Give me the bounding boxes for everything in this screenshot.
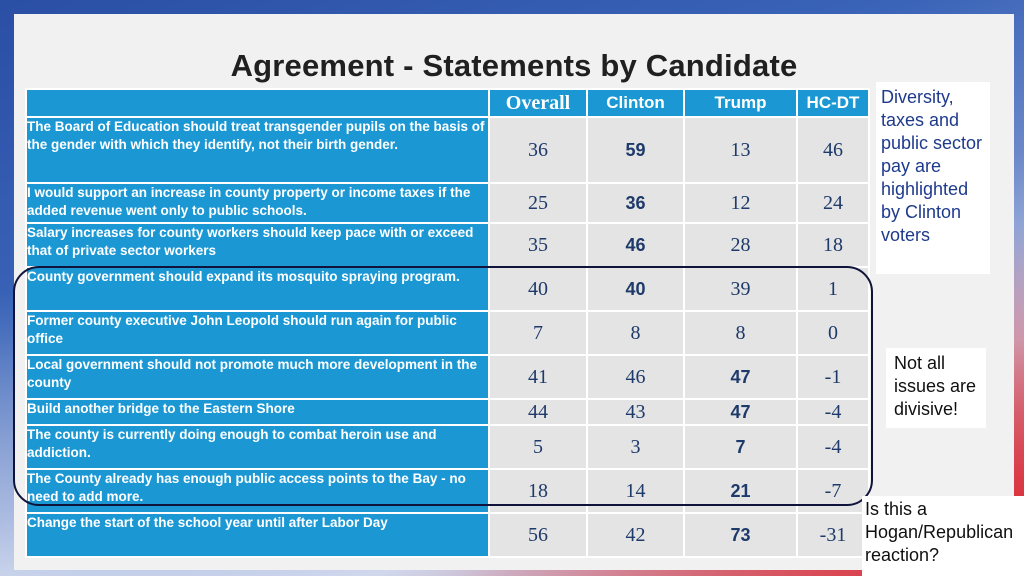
statement-cell: Salary increases for county workers shou… [25,222,490,268]
col-header-clinton: Clinton [586,88,685,118]
table-row: The Board of Education should treat tran… [25,116,870,184]
table-row: Local government should not promote much… [25,354,870,400]
statement-cell: I would support an increase in county pr… [25,182,490,224]
value-cell-clinton: 59 [586,116,685,184]
note-diversity: Diversity, taxes and public sector pay a… [876,82,990,274]
value-cell-overall: 7 [488,310,588,356]
table-row: Change the start of the school year unti… [25,512,870,558]
table-row: Former county executive John Leopold sho… [25,310,870,356]
statement-cell: Change the start of the school year unti… [25,512,490,558]
statement-cell: County government should expand its mosq… [25,266,490,312]
value-cell-overall: 5 [488,424,588,470]
value-cell-trump: 47 [683,354,798,400]
value-cell-trump: 73 [683,512,798,558]
value-cell-hc-dt: -4 [796,424,870,470]
statement-header [25,88,490,118]
statement-cell: Build another bridge to the Eastern Shor… [25,398,490,426]
value-cell-clinton: 46 [586,222,685,268]
note-not-divisive: Not all issues are divisive! [886,348,986,428]
value-cell-overall: 41 [488,354,588,400]
table-row: Build another bridge to the Eastern Shor… [25,398,870,426]
value-cell-trump: 39 [683,266,798,312]
value-cell-trump: 7 [683,424,798,470]
value-cell-trump: 28 [683,222,798,268]
value-cell-clinton: 8 [586,310,685,356]
value-cell-overall: 56 [488,512,588,558]
statement-cell: The county is currently doing enough to … [25,424,490,470]
statement-cell: The Board of Education should treat tran… [25,116,490,184]
value-cell-clinton: 42 [586,512,685,558]
value-cell-clinton: 46 [586,354,685,400]
agreement-table: Overall Clinton Trump HC-DT The Board of… [25,88,870,558]
value-cell-clinton: 40 [586,266,685,312]
table-row: County government should expand its mosq… [25,266,870,312]
value-cell-overall: 25 [488,182,588,224]
value-cell-clinton: 3 [586,424,685,470]
value-cell-overall: 35 [488,222,588,268]
value-cell-trump: 13 [683,116,798,184]
note-hogan: Is this a Hogan/Republican reaction? [862,496,1024,576]
value-cell-hc-dt: -1 [796,354,870,400]
value-cell-trump: 12 [683,182,798,224]
col-header-hc-dt: HC-DT [796,88,870,118]
value-cell-clinton: 36 [586,182,685,224]
value-cell-trump: 8 [683,310,798,356]
value-cell-hc-dt: 46 [796,116,870,184]
value-cell-clinton: 14 [586,468,685,514]
value-cell-hc-dt: 24 [796,182,870,224]
col-header-overall: Overall [488,88,588,118]
table-header-row: Overall Clinton Trump HC-DT [25,88,870,118]
value-cell-trump: 21 [683,468,798,514]
value-cell-hc-dt: 1 [796,266,870,312]
value-cell-overall: 44 [488,398,588,426]
table-row: The County already has enough public acc… [25,468,870,514]
value-cell-hc-dt: -4 [796,398,870,426]
value-cell-hc-dt: 18 [796,222,870,268]
statement-cell: Former county executive John Leopold sho… [25,310,490,356]
value-cell-overall: 40 [488,266,588,312]
value-cell-overall: 18 [488,468,588,514]
table-row: Salary increases for county workers shou… [25,222,870,268]
statement-cell: Local government should not promote much… [25,354,490,400]
value-cell-trump: 47 [683,398,798,426]
statement-cell: The County already has enough public acc… [25,468,490,514]
value-cell-hc-dt: -7 [796,468,870,514]
value-cell-clinton: 43 [586,398,685,426]
value-cell-hc-dt: 0 [796,310,870,356]
col-header-trump: Trump [683,88,798,118]
table-row: I would support an increase in county pr… [25,182,870,224]
slide-title: Agreement - Statements by Candidate [230,48,798,83]
table-row: The county is currently doing enough to … [25,424,870,470]
value-cell-overall: 36 [488,116,588,184]
value-cell-hc-dt: -31 [796,512,870,558]
